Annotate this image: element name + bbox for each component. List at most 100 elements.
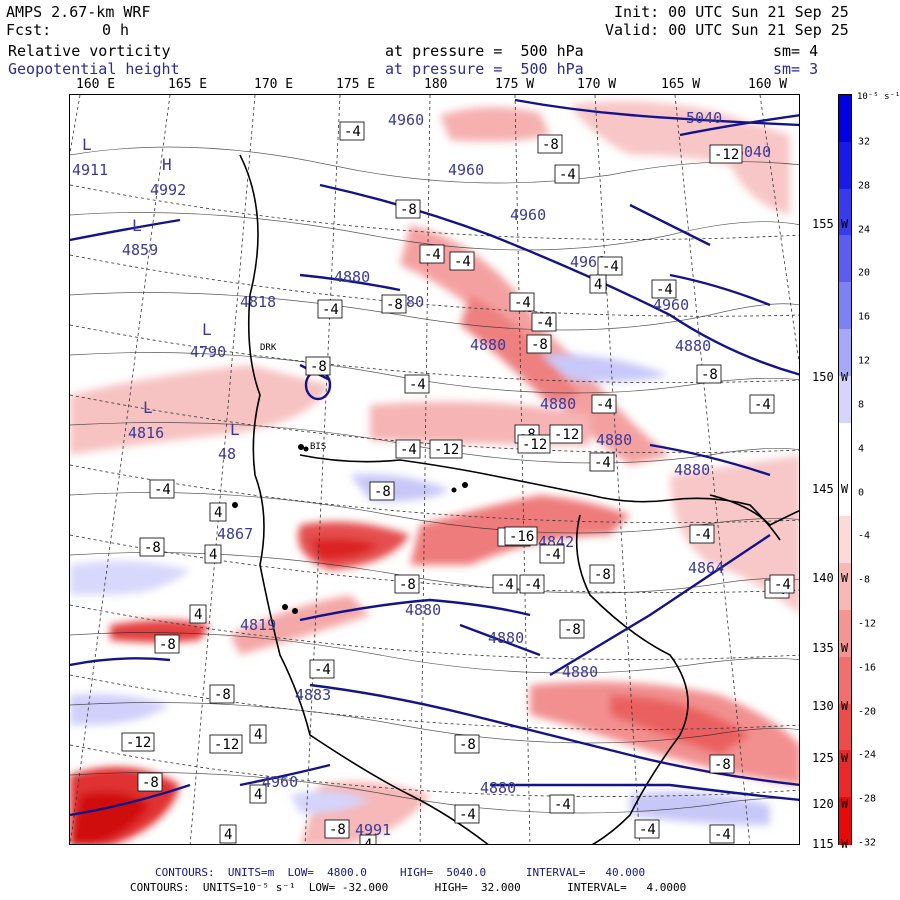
colorbar-label: -12 (858, 618, 877, 630)
height-label: 4960 (448, 161, 484, 179)
vorticity-label-box (537, 134, 563, 154)
station-label: DRK (260, 343, 277, 353)
colorbar (838, 94, 852, 845)
vorticity-label-box (429, 439, 463, 459)
low-label: L (230, 420, 240, 439)
vorticity-label-box (549, 794, 575, 814)
colorbar-segment (839, 703, 851, 751)
vorticity-label: 4 (254, 727, 262, 743)
vorticity-label: -4 (454, 254, 471, 270)
lat-label: 135 W (812, 641, 849, 655)
colorbar-label: 4 (858, 443, 865, 455)
vorticity-label-box (395, 199, 421, 219)
colorbar-segment (839, 563, 851, 611)
pressure-centers: L H L L L L (82, 135, 240, 439)
low-label: L (143, 398, 153, 417)
vorticity-label: -4 (594, 455, 611, 471)
high-label: H (162, 155, 172, 174)
vorticity-label: -8 (144, 540, 161, 556)
vorticity-label: -8 (159, 637, 176, 653)
vorticity-label: -4 (409, 377, 426, 393)
vorticity-label: -4 (544, 547, 561, 563)
height-label: 4880 (675, 337, 711, 355)
vorticity-label: -8 (374, 484, 391, 500)
vorticity-label: 4 (209, 547, 217, 563)
vorticity-label-box (359, 834, 377, 844)
lon-label: 160 W (748, 77, 788, 92)
vorticity-label: 4 (254, 787, 262, 803)
vorticity-label-box (597, 256, 623, 276)
height-label: 4960 (570, 253, 606, 271)
vorticity-label-box (749, 394, 775, 414)
field2-level: at pressure = 500 hPa (385, 60, 584, 78)
height-label: 4818 (240, 293, 276, 311)
vorticity-label-box (589, 564, 615, 584)
colorbar-label: 20 (858, 267, 871, 279)
lat-label: 150 W (812, 370, 849, 384)
forecast-value: 0 h (102, 21, 130, 39)
colorbar-segment (839, 516, 851, 564)
vorticity-label-box (339, 121, 365, 141)
vorticity-label-box (121, 732, 155, 752)
height-label: 4992 (150, 181, 186, 199)
lat-label: 115 W (812, 837, 849, 851)
lon-label: 175 W (495, 77, 535, 92)
colorbar-segment (839, 141, 851, 190)
vorticity-label-box (504, 526, 538, 546)
vorticity-label-box (209, 734, 243, 754)
vorticity-label: -8 (459, 737, 476, 753)
height-label: 4867 (217, 525, 253, 543)
field1-level: at pressure = 500 hPa (385, 42, 584, 60)
coastline (239, 154, 799, 844)
vorticity-label: -4 (714, 827, 731, 843)
colorbar-label: 32 (858, 136, 871, 148)
vorticity-label-box (154, 634, 180, 654)
height-label: 4960 (388, 111, 424, 129)
colorbar-label: -20 (858, 706, 877, 718)
vorticity-label: -12 (554, 427, 579, 443)
vorticity-label-box (589, 452, 615, 472)
vorticity-label-box (509, 292, 535, 312)
vorticity-label: -4 (154, 482, 171, 498)
vorticity-label: -8 (542, 137, 559, 153)
vorticity-label: 4 (224, 827, 232, 843)
vorticity-label-box (554, 164, 580, 184)
height-label: 4960 (262, 773, 298, 791)
model-title: AMPS 2.67-km WRF (6, 3, 151, 21)
vorticity-label-box (769, 574, 795, 594)
footer-height-contours: CONTOURS: UNITS=m LOW= 4800.0 HIGH= 5040… (155, 866, 646, 879)
lat-label: 130 W (812, 699, 849, 713)
height-label: 4880 (674, 461, 710, 479)
vorticity-label-box (249, 784, 267, 804)
vorticity-label-box (204, 544, 222, 564)
colorbar-unit: 10⁻⁵ s⁻¹ (857, 92, 900, 102)
vorticity-label-box (591, 394, 617, 414)
vorticity-label: -8 (329, 822, 346, 838)
footer-vorticity-contours: CONTOURS: UNITS=10⁻⁵ s⁻¹ LOW= -32.000 HI… (130, 881, 687, 894)
field1-smooth: sm= 4 (773, 42, 819, 60)
vorticity-label-box (709, 824, 735, 844)
vorticity-label-box (249, 724, 267, 744)
height-label: 48 (218, 445, 236, 463)
colorbar-label: -32 (858, 837, 877, 849)
colorbar-segment (839, 188, 851, 236)
colorbar-segment (839, 469, 851, 517)
vorticity-label-box (689, 524, 715, 544)
lon-label: 180 (424, 77, 448, 92)
vorticity-label: -8 (386, 297, 403, 313)
vorticity-label-box (559, 619, 585, 639)
vorticity-label-box (549, 424, 583, 444)
field1-name: Relative vorticity (8, 42, 171, 60)
valid-time: Valid: 00 UTC Sun 21 Sep 25 (605, 21, 849, 39)
lon-label: 165 W (661, 77, 701, 92)
vorticity-label: -8 (594, 567, 611, 583)
colorbar-segment (839, 375, 851, 424)
colorbar-label: -28 (858, 793, 877, 805)
colorbar-segment (839, 750, 851, 798)
vorticity-label-box (317, 299, 343, 319)
vorticity-label: 4 (214, 505, 222, 521)
vorticity-label: -8 (701, 367, 718, 383)
colorbar-label: -16 (858, 662, 877, 674)
vorticity-label: -4 (694, 527, 711, 543)
height-label: 4819 (240, 616, 276, 634)
